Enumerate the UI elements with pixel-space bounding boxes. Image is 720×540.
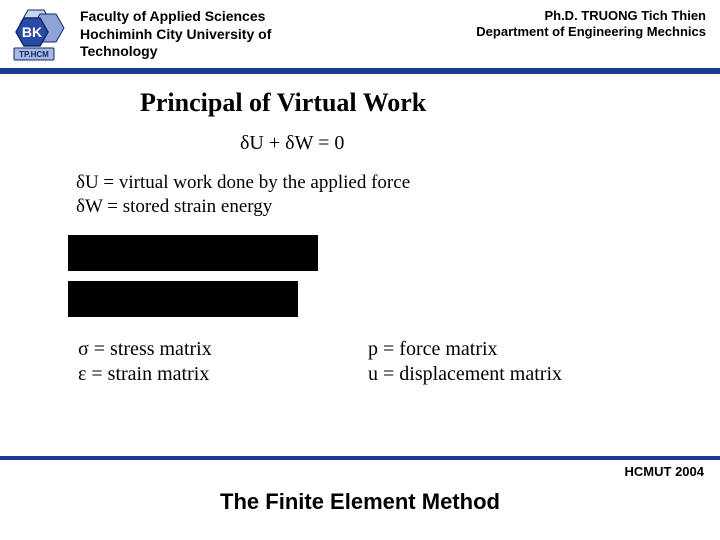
footer-right: HCMUT 2004 bbox=[0, 460, 720, 479]
university-logo: BK TP.HCM bbox=[10, 8, 70, 62]
author-block: Ph.D. TRUONG Tich Thien Department of En… bbox=[476, 8, 706, 41]
faculty-line: Hochiminh City University of bbox=[80, 26, 271, 44]
redacted-block bbox=[68, 235, 318, 271]
matrix-definitions: σ = stress matrix ε = strain matrix p = … bbox=[78, 337, 680, 387]
slide-title: Principal of Virtual Work bbox=[140, 88, 680, 118]
faculty-line: Faculty of Applied Sciences bbox=[80, 8, 271, 26]
footer-title: The Finite Element Method bbox=[0, 489, 720, 515]
header-left: BK TP.HCM Faculty of Applied Sciences Ho… bbox=[10, 8, 271, 62]
right-col: p = force matrix u = displacement matrix bbox=[368, 337, 568, 387]
svg-text:BK: BK bbox=[22, 24, 42, 40]
sigma-def: σ = stress matrix bbox=[78, 337, 278, 362]
redacted-block bbox=[68, 281, 298, 317]
p-def: p = force matrix bbox=[368, 337, 568, 362]
epsilon-def: ε = strain matrix bbox=[78, 362, 278, 387]
left-col: σ = stress matrix ε = strain matrix bbox=[78, 337, 278, 387]
author-dept: Department of Engineering Mechnics bbox=[476, 24, 706, 40]
u-def: u = displacement matrix bbox=[368, 362, 568, 387]
faculty-line: Technology bbox=[80, 43, 271, 61]
def-w: δW = stored strain energy bbox=[76, 195, 680, 219]
slide-content: Principal of Virtual Work δU + δW = 0 δU… bbox=[0, 74, 720, 456]
slide-header: BK TP.HCM Faculty of Applied Sciences Ho… bbox=[0, 0, 720, 68]
definitions: δU = virtual work done by the applied fo… bbox=[76, 171, 680, 219]
main-equation: δU + δW = 0 bbox=[240, 132, 680, 155]
author-name: Ph.D. TRUONG Tich Thien bbox=[476, 8, 706, 24]
faculty-name: Faculty of Applied Sciences Hochiminh Ci… bbox=[80, 8, 271, 61]
svg-text:TP.HCM: TP.HCM bbox=[19, 50, 49, 59]
def-u: δU = virtual work done by the applied fo… bbox=[76, 171, 680, 195]
